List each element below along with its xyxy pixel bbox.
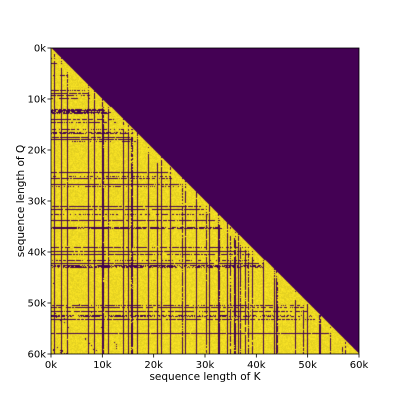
active-attention-region — [51, 48, 359, 354]
y-axis-title: sequence length of Q — [15, 145, 27, 257]
y-tick-label: 40k — [27, 248, 46, 259]
y-tick-label: 10k — [27, 95, 46, 106]
x-tick-label: 0k — [45, 360, 57, 371]
x-axis: 0k 10k 20k 30k 40k 50k 60k — [45, 354, 369, 371]
y-tick-label: 30k — [27, 197, 46, 208]
x-tick-label: 20k — [144, 360, 163, 371]
x-tick-label: 30k — [196, 360, 215, 371]
x-tick-label: 10k — [93, 360, 112, 371]
x-tick-label: 40k — [247, 360, 266, 371]
y-tick-label: 50k — [27, 299, 46, 310]
y-tick-label: 60k — [27, 350, 46, 361]
heatmap-area — [51, 48, 359, 354]
y-axis: 0k 10k 20k 30k 40k 50k 60k — [27, 44, 51, 361]
x-tick-label: 60k — [350, 360, 369, 371]
y-tick-label: 0k — [34, 44, 46, 55]
y-tick-label: 20k — [27, 146, 46, 157]
x-tick-label: 50k — [298, 360, 317, 371]
x-axis-title: sequence length of K — [149, 371, 261, 383]
